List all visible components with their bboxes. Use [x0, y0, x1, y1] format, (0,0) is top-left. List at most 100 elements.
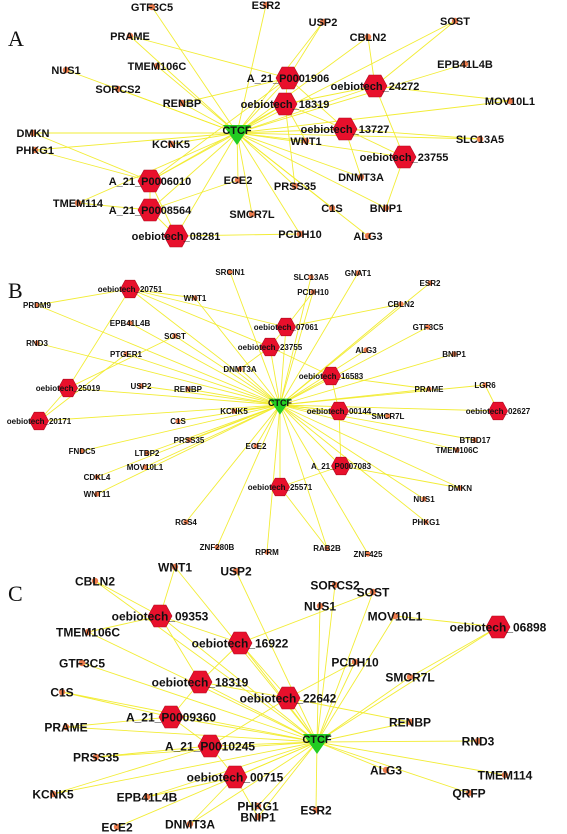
gene-node-32 — [472, 437, 478, 443]
node-label-36: ECE2 — [246, 442, 267, 451]
lncrna-node-28 — [137, 198, 163, 222]
gene-node-12 — [78, 659, 86, 667]
gene-node-48 — [324, 545, 330, 551]
edge-hub-32 — [257, 741, 318, 818]
gene-node-8 — [192, 295, 198, 301]
node-label-20: SLC13A5 — [456, 134, 504, 146]
node-label-10: TMEM106C — [56, 625, 120, 639]
edge-hub-33 — [81, 404, 281, 452]
lncrna-node-25 — [222, 765, 248, 789]
gene-node-4 — [427, 280, 433, 286]
hub-node — [268, 398, 292, 415]
edge-hub-36 — [255, 404, 281, 447]
node-label-7: oebiotech_09353 — [112, 609, 209, 623]
edge-hub-20 — [316, 721, 411, 743]
edge-hub-48 — [279, 404, 328, 549]
edge-hub-13 — [316, 661, 356, 743]
lncrna-node-18 — [158, 705, 184, 729]
node-label-24: USP2 — [131, 382, 152, 391]
edge-link-8 — [209, 697, 289, 747]
gene-node-35 — [186, 437, 192, 443]
gene-node-34 — [186, 820, 194, 828]
hub-label: CTCF — [302, 734, 332, 746]
node-label-49: ZNF425 — [354, 550, 383, 559]
gene-node-31 — [312, 806, 320, 814]
gene-node-6 — [310, 289, 316, 295]
edge-hub-12 — [81, 662, 318, 743]
gene-node-14 — [406, 673, 414, 681]
gene-node-41 — [457, 485, 463, 491]
node-label-30: PHKG1 — [237, 799, 279, 813]
edge-hub-45 — [185, 404, 281, 523]
node-label-17: oebiotech_13727 — [301, 124, 390, 136]
edge-hub-7 — [159, 615, 318, 743]
node-label-1: WNT1 — [158, 560, 192, 574]
edge-hub-22 — [236, 132, 405, 158]
node-label-23: PRSS35 — [73, 750, 119, 764]
edge-link-14 — [330, 375, 430, 390]
edge-hub-9 — [316, 626, 499, 743]
gene-node-34 — [364, 232, 372, 240]
node-label-31: SMCR7L — [229, 209, 275, 221]
edge-hub-37 — [279, 404, 458, 451]
edge-hub-34 — [236, 132, 369, 237]
gene-node-17 — [451, 351, 457, 357]
panel-c-letter: C — [8, 581, 23, 606]
node-label-10: EPB41L4B — [110, 319, 151, 328]
edge-link-27 — [149, 179, 239, 211]
gene-node-6 — [364, 33, 372, 41]
edge-link-2 — [129, 288, 271, 348]
edge-link-12 — [61, 691, 172, 718]
node-label-9: EPB41L4B — [437, 59, 493, 71]
node-label-50: PHKG1 — [412, 518, 440, 527]
edge-hub-15 — [199, 681, 318, 743]
edge-link-6 — [338, 410, 342, 467]
edge-hub-3 — [94, 580, 318, 743]
node-label-3: CBLN2 — [75, 574, 115, 588]
node-label-7: NUS1 — [51, 65, 80, 77]
node-label-40: A_21_P0007083 — [311, 462, 372, 471]
node-label-33: ECE2 — [101, 820, 133, 834]
node-label-3: SLC13A5 — [293, 273, 329, 282]
lncrna-node-40 — [331, 456, 351, 476]
edge-hub-1 — [151, 6, 238, 134]
node-label-48: RAB2B — [313, 544, 341, 553]
node-label-21: PHKG1 — [16, 145, 54, 157]
edge-hub-26 — [236, 132, 296, 187]
gene-node-1 — [148, 3, 156, 11]
edge-hub-33 — [236, 132, 301, 235]
edge-hub-11 — [236, 77, 289, 134]
node-label-43: oebiotech_25571 — [248, 483, 313, 492]
edge-hub-34 — [146, 404, 281, 454]
edge-hub-11 — [279, 326, 287, 406]
lncrna-node-30 — [29, 411, 49, 431]
edge-hub-18 — [170, 716, 318, 743]
node-label-22: RND3 — [462, 734, 495, 748]
edge-hub-27 — [77, 132, 238, 204]
edge-hub-41 — [279, 404, 461, 489]
node-label-2: GNAT1 — [345, 269, 372, 278]
gene-node-26 — [501, 771, 509, 779]
edge-link-15 — [374, 85, 511, 102]
panel-a: GTF3C5 ESR2 USP2 SOST PRAME CBLN2 NUS1 TMEM106C… — [8, 0, 535, 248]
edge-link-26 — [32, 132, 151, 182]
node-label-17: oebiotech_22642 — [240, 691, 337, 705]
edge-link-14 — [146, 776, 236, 798]
gene-node-20 — [406, 718, 414, 726]
gene-node-7 — [62, 66, 70, 74]
edge-link-24 — [374, 20, 456, 87]
edge-hub-25 — [187, 388, 281, 406]
edge-link-11 — [87, 615, 161, 633]
edge-link-8 — [67, 288, 131, 389]
lncrna-node-15 — [260, 337, 280, 357]
gene-node-10 — [84, 628, 92, 636]
lncrna-node-15 — [187, 670, 213, 694]
gene-node-10 — [114, 85, 122, 93]
node-label-21: A_21_P0010245 — [165, 739, 255, 753]
lncrna-node-23 — [58, 378, 78, 398]
gene-node-24 — [382, 766, 390, 774]
gene-node-30 — [382, 204, 390, 212]
lncrna-node-11 — [276, 317, 296, 337]
gene-node-33 — [79, 448, 85, 454]
node-label-16: C1S — [50, 685, 73, 699]
